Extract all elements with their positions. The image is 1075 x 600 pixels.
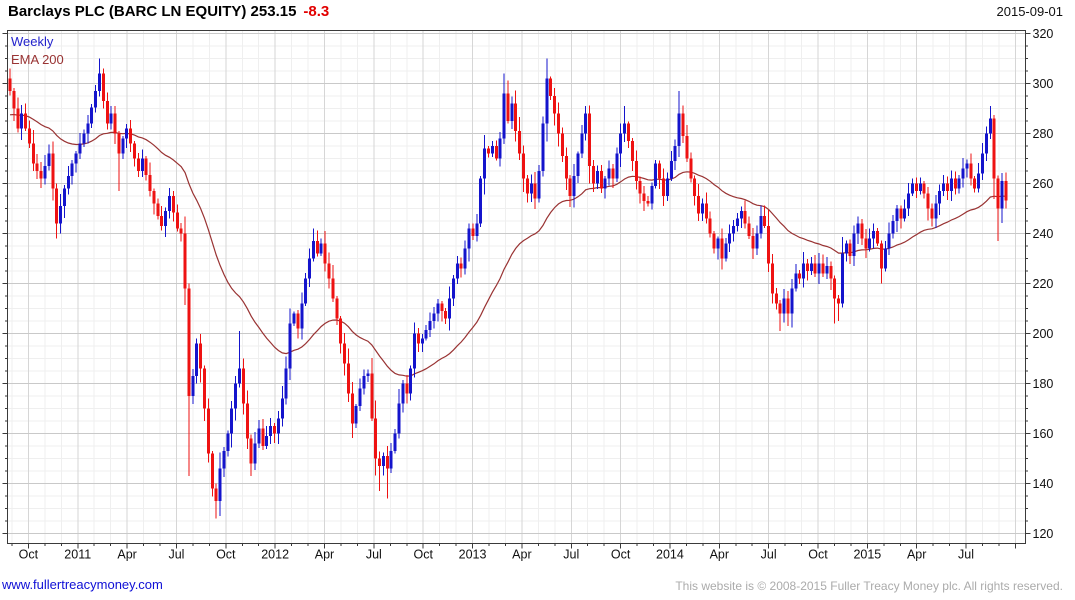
y-axis-label: 180 <box>1033 377 1054 391</box>
instrument-title: Barclays PLC (BARC LN EQUITY) 253.15 <box>8 3 297 20</box>
x-axis-label: Apr <box>710 548 729 562</box>
y-axis-label: 240 <box>1033 227 1054 241</box>
y-axis-label: 200 <box>1033 327 1054 341</box>
y-axis-label: 160 <box>1033 427 1054 441</box>
legend-weekly: Weekly <box>11 34 54 49</box>
y-axis-label: 320 <box>1033 27 1054 41</box>
y-axis-label: 140 <box>1033 477 1054 491</box>
page-title: Barclays PLC (BARC LN EQUITY) 253.15 -8.3 <box>8 3 329 20</box>
x-axis-label: 2015 <box>853 548 881 562</box>
x-axis-label: Apr <box>907 548 926 562</box>
copyright-text: This website is © 2008-2015 Fuller Treac… <box>675 579 1063 593</box>
x-axis-label: Jul <box>366 548 382 562</box>
website-link[interactable]: www.fullertreacymoney.com <box>2 577 163 592</box>
x-axis-label: 2013 <box>459 548 487 562</box>
x-axis-label: Jul <box>958 548 974 562</box>
x-axis-label: 2011 <box>64 548 91 562</box>
legend-ema-200: EMA 200 <box>11 52 64 67</box>
x-axis-label: Oct <box>216 548 236 562</box>
x-axis-label: Jul <box>168 548 184 562</box>
x-axis-label: Oct <box>808 548 828 562</box>
as-of-date: 2015-09-01 <box>996 4 1064 19</box>
y-axis-label: 280 <box>1033 127 1054 141</box>
x-axis-label: Oct <box>413 548 433 562</box>
x-axis-label: Apr <box>315 548 334 562</box>
price-change: -8.3 <box>303 3 330 20</box>
x-axis-label: Jul <box>563 548 579 562</box>
chart-legend: Weekly EMA 200 <box>11 33 64 69</box>
x-axis-label: 2012 <box>261 548 289 562</box>
y-axis-label: 220 <box>1033 277 1054 291</box>
x-axis-label: Jul <box>761 548 777 562</box>
y-axis-label: 300 <box>1033 77 1054 91</box>
y-axis-label: 120 <box>1033 527 1054 541</box>
x-axis-label: Oct <box>19 548 39 562</box>
y-axis-label: 260 <box>1033 177 1054 191</box>
x-axis-label: 2014 <box>656 548 684 562</box>
x-axis-label: Oct <box>611 548 631 562</box>
x-axis-label: Apr <box>117 548 136 562</box>
x-axis-label: Apr <box>512 548 531 562</box>
